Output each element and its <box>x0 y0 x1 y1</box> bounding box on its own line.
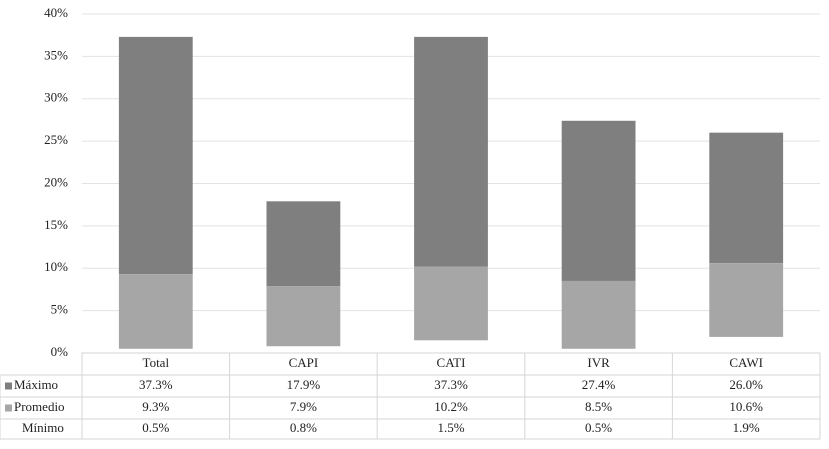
table-row <box>0 374 821 398</box>
bar-segment <box>266 286 341 347</box>
table-value: 37.3% <box>434 377 468 392</box>
table-value: 1.9% <box>733 420 760 435</box>
table-value: 1.5% <box>437 420 464 435</box>
y-tick-label: 20% <box>44 174 68 189</box>
bar-segment <box>414 266 488 341</box>
y-tick-label: 15% <box>44 217 68 232</box>
y-tick-label: 10% <box>44 259 68 274</box>
bar-segment <box>414 36 488 267</box>
bar-segment <box>561 280 636 349</box>
table-value: 26.0% <box>729 377 763 392</box>
y-tick-label: 0% <box>51 344 69 359</box>
legend-label: Mínimo <box>22 420 64 435</box>
table-value: 37.3% <box>139 377 173 392</box>
y-tick-label: 5% <box>51 302 69 317</box>
legend-swatch <box>5 404 12 412</box>
x-tick-label: CAWI <box>729 355 763 370</box>
table-value: 17.9% <box>287 377 321 392</box>
y-tick-label: 25% <box>44 132 68 147</box>
bar-segment <box>118 36 193 275</box>
y-tick-label: 30% <box>44 90 68 105</box>
y-tick-label: 40% <box>44 5 68 20</box>
legend-swatch <box>5 382 12 390</box>
table-value: 9.3% <box>142 399 169 414</box>
x-tick-label: IVR <box>587 355 610 370</box>
table-value: 0.8% <box>290 420 317 435</box>
bar-segment <box>266 201 341 287</box>
bar-segment <box>561 120 636 281</box>
table-value: 8.5% <box>585 399 612 414</box>
table-value: 10.2% <box>434 399 468 414</box>
legend-label: Máximo <box>14 377 58 392</box>
bar-segment <box>118 274 193 349</box>
bar-segment <box>709 263 784 337</box>
x-tick-label: Total <box>143 355 170 370</box>
table-row <box>0 418 821 440</box>
table-value: 7.9% <box>290 399 317 414</box>
table-value: 0.5% <box>585 420 612 435</box>
x-tick-label: CATI <box>437 355 466 370</box>
table-row <box>0 396 821 420</box>
table-value: 0.5% <box>142 420 169 435</box>
table-value: 10.6% <box>729 399 763 414</box>
legend-label: Promedio <box>14 399 65 414</box>
table-value: 27.4% <box>582 377 616 392</box>
bar-segment <box>709 132 784 264</box>
y-tick-label: 35% <box>44 47 68 62</box>
x-tick-label: CAPI <box>289 355 319 370</box>
